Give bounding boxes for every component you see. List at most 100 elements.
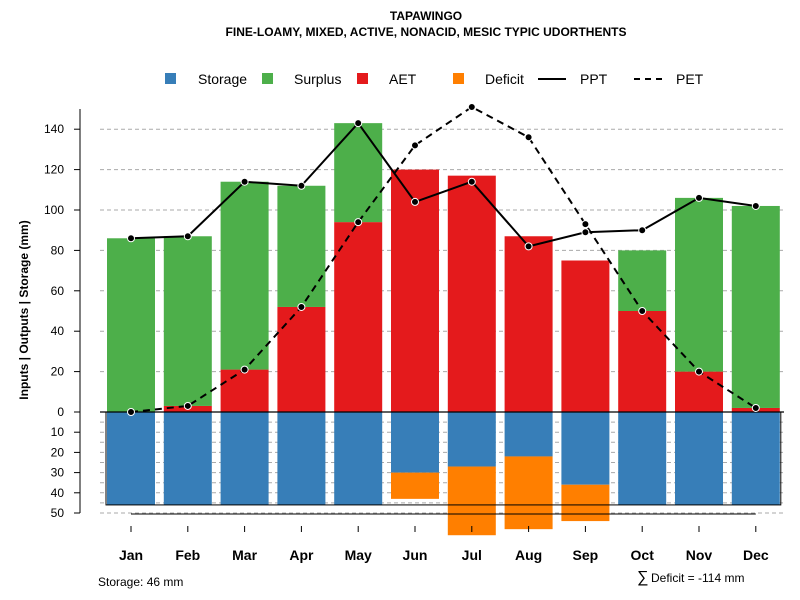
bars xyxy=(107,123,780,536)
x-tick-label-jan: Jan xyxy=(119,547,143,563)
point-ppt-sep xyxy=(581,228,590,237)
storage-note: Storage: 46 mm xyxy=(98,575,183,589)
y-tick-label-lower: 30 xyxy=(51,466,65,480)
legend: Storage Surplus AET Deficit PPT PET xyxy=(165,71,704,87)
y-tick-label-upper: 40 xyxy=(51,324,65,338)
bar-storage-nov xyxy=(675,412,723,505)
series-line-ppt xyxy=(130,121,756,248)
sum-symbol: ∑ xyxy=(637,569,648,586)
bar-storage-sep xyxy=(561,412,610,485)
legend-label-storage: Storage xyxy=(198,71,247,87)
y-tick-label-upper: 0 xyxy=(57,405,64,419)
point-pet-aug xyxy=(524,133,533,142)
point-pet-feb xyxy=(183,401,192,410)
bar-storage-aug xyxy=(504,412,553,457)
y-tick-label-lower: 40 xyxy=(51,486,65,500)
bar-storage-feb xyxy=(163,412,212,505)
y-tick-label-upper: 100 xyxy=(44,203,64,217)
bar-storage-oct xyxy=(618,412,667,505)
y-tick-label-upper: 80 xyxy=(51,243,65,257)
bar-surplus-apr xyxy=(277,185,326,307)
point-pet-apr xyxy=(297,302,306,311)
bar-aet-may xyxy=(334,222,383,412)
point-pet-sep xyxy=(581,220,590,229)
point-pet-jul xyxy=(467,102,476,111)
legend-swatch-deficit xyxy=(453,73,464,84)
y-axis-title: Inputs | Outputs | Storage (mm) xyxy=(17,220,31,399)
legend-swatch-surplus xyxy=(262,73,273,84)
point-pet-jun xyxy=(411,141,419,150)
bar-deficit-jul xyxy=(447,466,496,536)
x-tick-label-jun: Jun xyxy=(403,547,428,563)
series-line-pet xyxy=(130,105,757,413)
bar-aet-jun xyxy=(391,169,439,412)
x-tick-label-jul: Jul xyxy=(462,547,482,563)
bar-surplus-may xyxy=(334,123,383,223)
bar-deficit-jun xyxy=(391,472,439,499)
legend-swatch-aet xyxy=(357,73,368,84)
legend-label-aet: AET xyxy=(389,71,417,87)
bar-surplus-mar xyxy=(220,181,269,370)
bar-storage-jul xyxy=(447,412,496,467)
y-tick-label-upper: 120 xyxy=(44,163,64,177)
x-tick-label-sep: Sep xyxy=(573,547,599,563)
bar-storage-dec xyxy=(731,412,780,505)
bar-deficit-sep xyxy=(561,484,610,522)
point-ppt-aug xyxy=(524,242,533,251)
bar-storage-mar xyxy=(220,412,269,505)
bar-surplus-jan xyxy=(107,238,155,412)
x-tick-label-may: May xyxy=(345,547,372,563)
point-ppt-apr xyxy=(297,181,306,190)
bar-storage-jun xyxy=(391,412,439,473)
legend-swatch-storage xyxy=(165,73,176,84)
point-pet-mar xyxy=(240,365,249,374)
bar-surplus-nov xyxy=(675,197,723,372)
bar-surplus-feb xyxy=(163,236,212,406)
point-pet-jan xyxy=(127,408,135,416)
x-tick-label-feb: Feb xyxy=(175,547,200,563)
x-tick-label-nov: Nov xyxy=(686,547,713,563)
point-pet-may xyxy=(354,218,363,227)
y-tick-label-lower: 10 xyxy=(51,425,65,439)
legend-label-ppt: PPT xyxy=(580,71,608,87)
x-tick-label-dec: Dec xyxy=(743,547,769,563)
x-tick-label-aug: Aug xyxy=(515,547,542,563)
series-points xyxy=(127,102,760,416)
x-tick-label-oct: Oct xyxy=(631,547,655,563)
point-pet-dec xyxy=(751,403,760,412)
point-ppt-dec xyxy=(751,201,760,210)
y-tick-label-upper: 20 xyxy=(51,365,65,379)
point-ppt-oct xyxy=(638,226,647,235)
bar-storage-jan xyxy=(107,412,155,505)
bar-aet-jul xyxy=(447,175,496,412)
point-pet-oct xyxy=(638,307,647,315)
series-lines xyxy=(130,105,757,413)
y-tick-label-lower: 20 xyxy=(51,445,65,459)
bar-surplus-dec xyxy=(731,205,780,408)
point-ppt-jul xyxy=(467,177,476,186)
axes: 0 20 40 60 80 100 120 140 10 20 30 40 50 Jan Feb Mar Apr… xyxy=(44,109,784,563)
y-tick-label-upper: 140 xyxy=(44,122,64,136)
x-tick-label-apr: Apr xyxy=(289,547,314,563)
bar-aet-nov xyxy=(675,371,723,412)
bar-surplus-oct xyxy=(618,250,667,311)
bar-storage-apr xyxy=(277,412,326,505)
point-ppt-may xyxy=(354,119,363,128)
bar-storage-may xyxy=(334,412,383,505)
point-ppt-feb xyxy=(183,232,192,241)
bar-aet-sep xyxy=(561,260,610,412)
bar-aet-aug xyxy=(504,236,553,412)
point-ppt-mar xyxy=(240,177,249,186)
x-tick-label-mar: Mar xyxy=(232,547,257,563)
legend-label-deficit: Deficit xyxy=(485,71,524,87)
legend-label-pet: PET xyxy=(676,71,704,87)
y-tick-label-lower: 50 xyxy=(51,506,65,520)
bar-deficit-aug xyxy=(504,456,553,530)
bar-aet-oct xyxy=(618,311,667,412)
point-ppt-nov xyxy=(695,193,703,202)
legend-label-surplus: Surplus xyxy=(294,71,341,87)
point-ppt-jun xyxy=(411,197,419,206)
chart-title: TAPAWINGO xyxy=(390,9,462,23)
bar-aet-apr xyxy=(277,306,326,412)
